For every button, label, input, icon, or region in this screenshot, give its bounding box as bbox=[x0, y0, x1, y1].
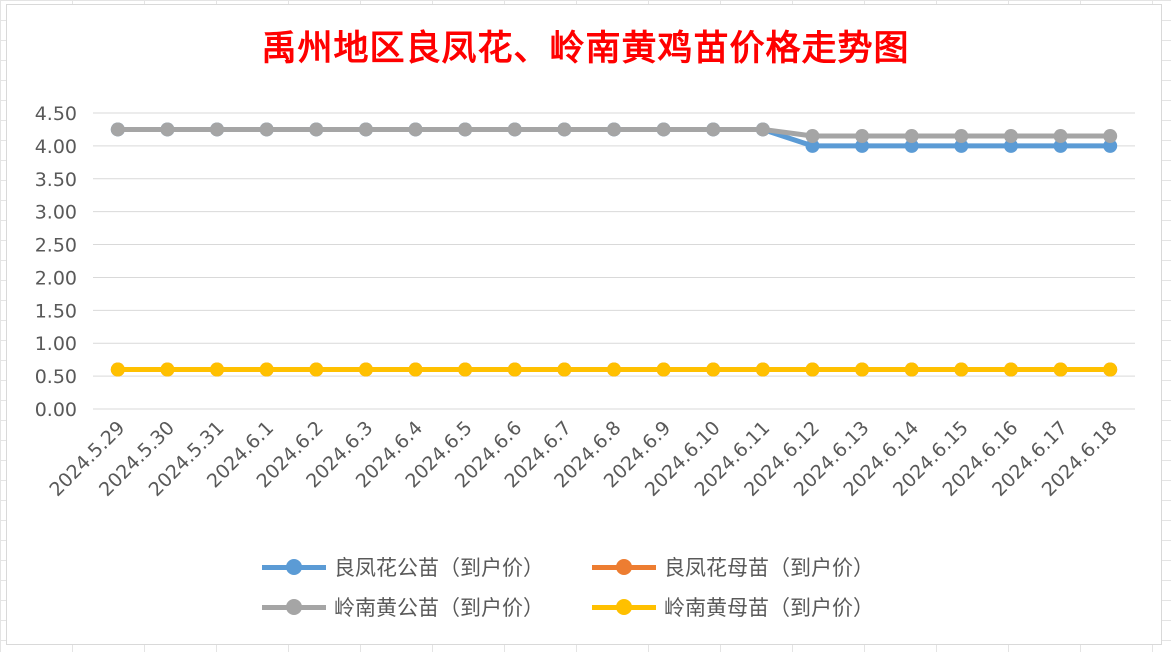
legend-label: 良凤花母苗（到户价） bbox=[664, 556, 874, 580]
legend-marker bbox=[592, 557, 656, 577]
data-point bbox=[954, 362, 969, 377]
data-point bbox=[607, 122, 621, 137]
data-point bbox=[1103, 362, 1118, 377]
legend-item-4[interactable]: 岭南黄母苗（到户价） bbox=[592, 593, 922, 621]
y-tick-label: 4.00 bbox=[35, 136, 77, 158]
data-point bbox=[805, 129, 820, 144]
data-point bbox=[855, 129, 870, 144]
data-point bbox=[755, 362, 770, 377]
y-tick-label: 3.50 bbox=[35, 169, 77, 191]
data-point bbox=[1053, 129, 1068, 144]
legend-dot bbox=[286, 599, 302, 615]
data-point bbox=[805, 362, 820, 377]
data-point bbox=[557, 362, 572, 377]
data-point bbox=[408, 122, 423, 137]
legend-label: 岭南黄公苗（到户价） bbox=[334, 596, 544, 620]
data-point bbox=[1053, 138, 1068, 153]
legend-item-2[interactable]: 良凤花母苗（到户价） bbox=[592, 553, 922, 581]
data-point bbox=[954, 138, 969, 153]
y-tick-label: 0.50 bbox=[35, 366, 77, 388]
data-point bbox=[805, 138, 820, 153]
legend: 良凤花公苗（到户价） 良凤花母苗（到户价） 岭南黄公苗（到户价） 岭南黄母苗（到户价） bbox=[262, 553, 922, 621]
legend-marker bbox=[262, 597, 326, 617]
y-tick-label: 1.00 bbox=[35, 333, 77, 355]
legend-label: 岭南黄母苗（到户价） bbox=[664, 596, 874, 620]
legend-dot bbox=[616, 599, 632, 615]
data-point bbox=[855, 138, 870, 153]
data-point bbox=[706, 122, 721, 137]
y-tick-label: 0.00 bbox=[35, 399, 77, 421]
y-tick-label: 1.50 bbox=[35, 300, 77, 322]
data-point bbox=[259, 122, 274, 137]
data-point bbox=[110, 122, 125, 137]
data-point bbox=[1003, 138, 1018, 153]
data-point bbox=[507, 122, 522, 137]
data-point bbox=[358, 122, 373, 137]
data-point bbox=[110, 362, 125, 377]
data-point bbox=[1003, 129, 1018, 144]
data-point bbox=[656, 122, 671, 137]
chart-title: 禹州地区良凤花、岭南黄鸡苗价格走势图 bbox=[261, 28, 910, 69]
y-tick-label: 2.50 bbox=[35, 235, 77, 257]
data-point bbox=[160, 122, 175, 137]
legend-marker bbox=[592, 597, 656, 617]
chart-area[interactable] bbox=[6, 4, 1162, 645]
legend-marker bbox=[262, 557, 326, 577]
data-point bbox=[507, 362, 522, 377]
data-point bbox=[210, 362, 225, 377]
data-point bbox=[1053, 362, 1068, 377]
data-point bbox=[607, 362, 621, 377]
data-point bbox=[954, 129, 969, 144]
y-tick-label: 4.50 bbox=[35, 103, 77, 125]
data-point bbox=[706, 362, 721, 377]
data-point bbox=[755, 122, 770, 137]
data-point bbox=[458, 122, 473, 137]
data-point bbox=[1103, 138, 1118, 153]
legend-dot bbox=[286, 559, 302, 575]
data-point bbox=[160, 362, 175, 377]
data-point bbox=[904, 129, 919, 144]
y-tick-label: 2.00 bbox=[35, 267, 77, 289]
data-point bbox=[408, 362, 423, 377]
legend-item-1[interactable]: 良凤花公苗（到户价） bbox=[262, 553, 592, 581]
data-point bbox=[1003, 362, 1018, 377]
legend-dot bbox=[616, 559, 632, 575]
data-point bbox=[358, 362, 373, 377]
data-point bbox=[309, 122, 324, 137]
data-point bbox=[904, 362, 919, 377]
data-point bbox=[458, 362, 473, 377]
legend-item-3[interactable]: 岭南黄公苗（到户价） bbox=[262, 593, 592, 621]
data-point bbox=[210, 122, 225, 137]
data-point bbox=[656, 362, 671, 377]
data-point bbox=[557, 122, 572, 137]
data-point bbox=[904, 138, 919, 153]
legend-label: 良凤花公苗（到户价） bbox=[334, 556, 544, 580]
data-point bbox=[1103, 129, 1118, 144]
y-tick-label: 3.00 bbox=[35, 202, 77, 224]
data-point bbox=[259, 362, 274, 377]
data-point bbox=[855, 362, 870, 377]
data-point bbox=[309, 362, 324, 377]
